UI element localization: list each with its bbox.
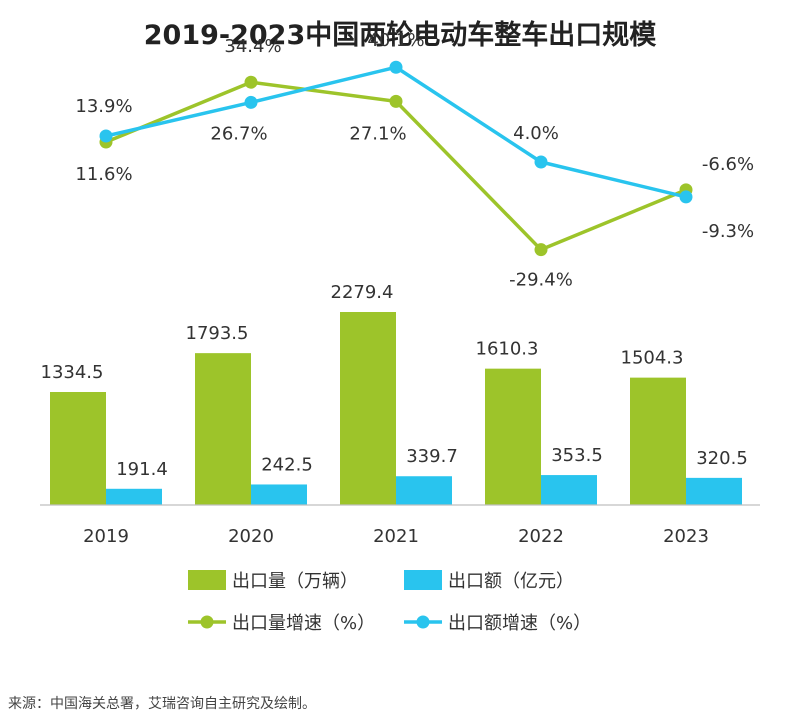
line-layer: 11.6% 34.4% 27.1% -29.4% -6.6% 13.9% 26.7% 40.1…: [75, 30, 754, 290]
volume-growth-label-2023: -6.6%: [702, 154, 754, 175]
volume-bar-2019: [50, 392, 106, 505]
bar-layer: 1334.5 1793.5 2279.4 1610.3 1504.3 191.4 242.5…: [41, 282, 748, 505]
volume-growth-label-2022: -29.4%: [509, 270, 573, 291]
value-growth-label-2019: 13.9%: [75, 96, 132, 117]
legend-volume-growth-label: 出口量增速（%）: [232, 613, 375, 634]
value-growth-label-2021: 40.1%: [367, 30, 424, 51]
volume-growth-label-2021: 27.1%: [349, 123, 406, 144]
volume-label-2021: 2279.4: [331, 282, 394, 303]
value-growth-label-2022: 4.0%: [513, 123, 559, 144]
volume-growth-label-2019: 11.6%: [75, 164, 132, 185]
volume-bar-2022: [485, 368, 541, 505]
value-label-2021: 339.7: [406, 446, 458, 467]
volume-label-2019: 1334.5: [41, 362, 104, 383]
legend-value-growth-label: 出口额增速（%）: [448, 613, 591, 634]
value-growth-point-2022: [534, 155, 548, 169]
x-tick-2021: 2021: [373, 526, 419, 547]
value-growth-point-2023: [679, 190, 693, 204]
value-label-2022: 353.5: [551, 445, 603, 466]
value-label-2019: 191.4: [116, 459, 168, 480]
legend-value-growth-swatch-marker: [416, 615, 430, 629]
value-bar-2022: [541, 475, 597, 505]
volume-growth-point-2022: [534, 243, 548, 257]
value-growth-label-2020: 26.7%: [210, 123, 267, 144]
value-bar-2019: [106, 488, 162, 505]
legend-value-label: 出口额（亿元）: [448, 571, 574, 592]
value-label-2023: 320.5: [696, 448, 748, 469]
value-growth-point-2019: [99, 129, 113, 143]
value-label-2020: 242.5: [261, 454, 313, 475]
x-tick-2023: 2023: [663, 526, 709, 547]
legend-volume-swatch: [188, 570, 226, 590]
value-growth-point-2021: [389, 60, 403, 74]
x-axis-ticks: 2019 2020 2021 2022 2023: [83, 526, 709, 547]
volume-growth-point-2020: [244, 75, 258, 89]
source-note: 来源：中国海关总署，艾瑞咨询自主研究及绘制。: [8, 696, 316, 712]
volume-label-2023: 1504.3: [621, 348, 684, 369]
value-bar-2023: [686, 477, 742, 505]
x-tick-2019: 2019: [83, 526, 129, 547]
value-bar-2020: [251, 484, 307, 505]
volume-label-2022: 1610.3: [476, 339, 539, 360]
volume-bar-2020: [195, 353, 251, 505]
legend-value-swatch: [404, 570, 442, 590]
value-bar-2021: [396, 476, 452, 505]
value-growth-point-2020: [244, 95, 258, 109]
x-tick-2020: 2020: [228, 526, 274, 547]
legend-volume-growth-swatch-marker: [200, 615, 214, 629]
chart-title: 2019-2023中国两轮电动车整车出口规模: [144, 19, 657, 51]
legend-volume-label: 出口量（万辆）: [232, 571, 358, 592]
volume-growth-label-2020: 34.4%: [224, 36, 281, 57]
volume-label-2020: 1793.5: [186, 323, 249, 344]
legend: 出口量（万辆） 出口额（亿元） 出口量增速（%） 出口额增速（%）: [188, 570, 591, 634]
value-growth-label-2023: -9.3%: [702, 221, 754, 242]
volume-growth-point-2021: [389, 94, 403, 108]
x-tick-2022: 2022: [518, 526, 564, 547]
volume-bar-2023: [630, 377, 686, 505]
volume-bar-2021: [340, 312, 396, 505]
